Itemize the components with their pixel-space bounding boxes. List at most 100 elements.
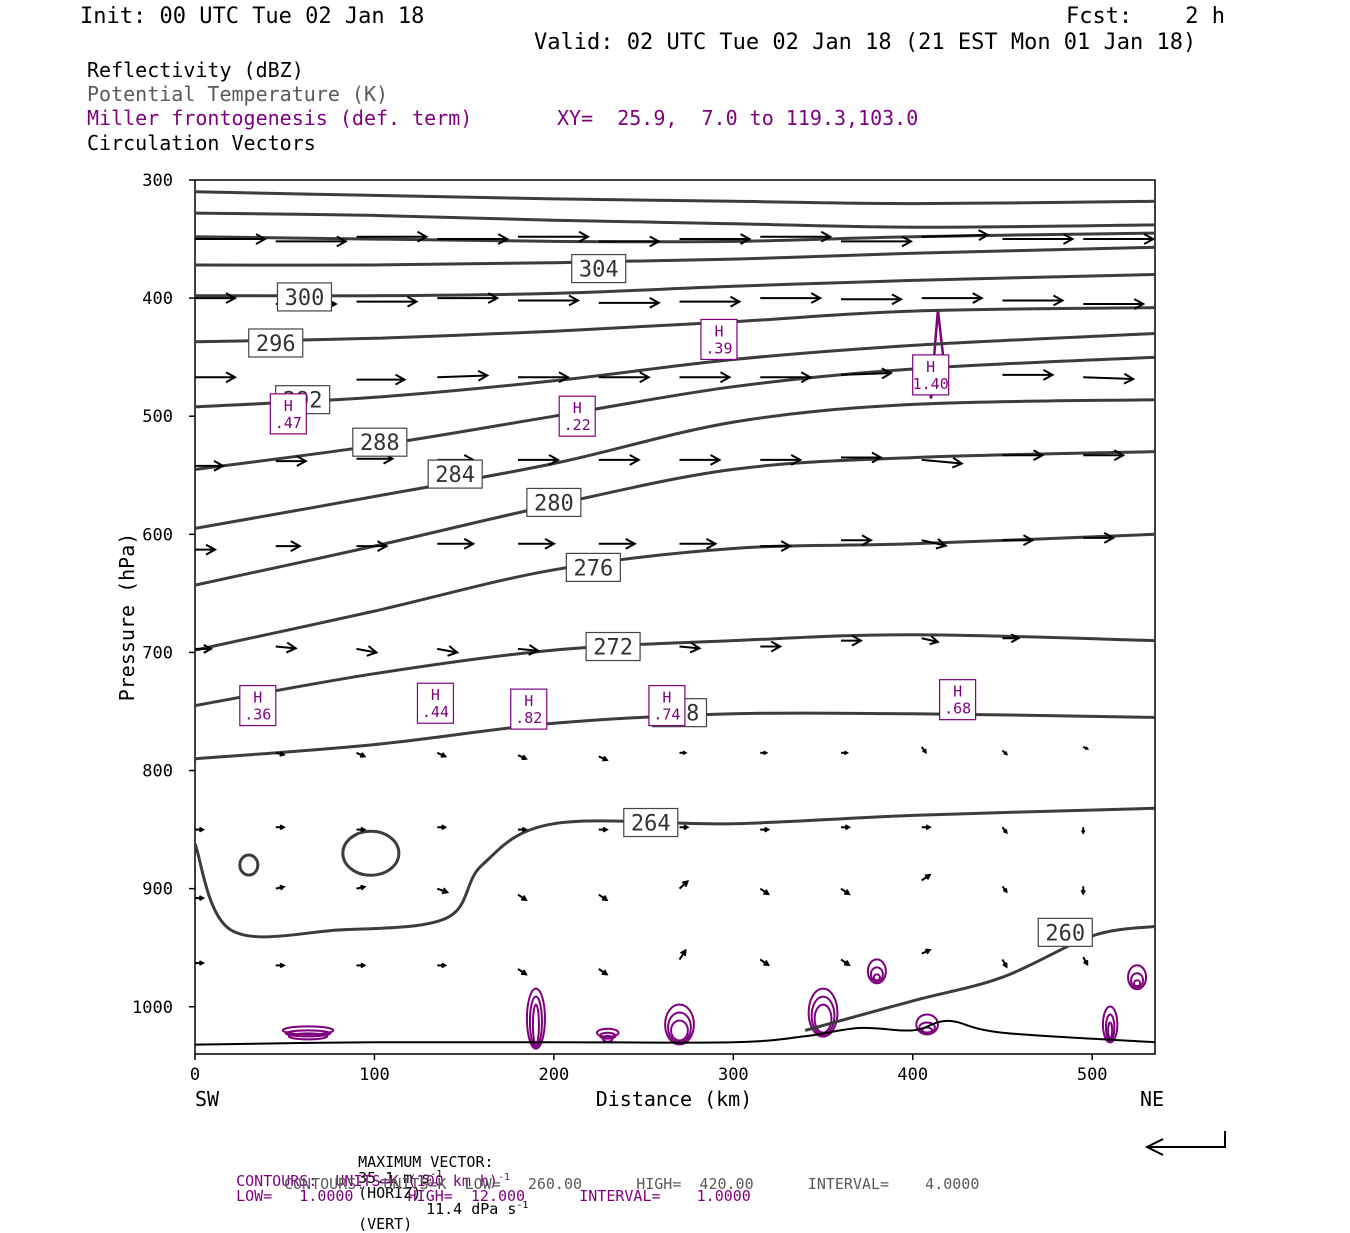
circulation-vector <box>356 751 367 758</box>
circulation-vector <box>356 373 407 386</box>
theta-contour-line <box>195 806 1155 939</box>
theta-contour-label: 284 <box>427 459 483 489</box>
circulation-vector <box>356 826 367 833</box>
circulation-vector <box>1080 886 1086 896</box>
circulation-vector <box>1002 534 1035 547</box>
circulation-vector <box>275 751 286 757</box>
circulation-vector <box>840 958 851 967</box>
circulation-vector <box>517 893 528 902</box>
y-tick-label: 600 <box>142 525 173 545</box>
circulation-vector <box>517 294 581 307</box>
axes: 300 400 500 600 700 800 900 1000 0 100 200 300 400 50… <box>132 171 1108 1085</box>
circulation-vector <box>1001 749 1009 756</box>
y-tick-label: 1000 <box>132 998 173 1018</box>
frontogenesis-contour <box>1107 1021 1114 1040</box>
frontogenesis-contour <box>287 1032 329 1041</box>
ne-endpoint-label: NE <box>1140 1087 1164 1111</box>
theta-contour-line <box>195 398 1155 530</box>
circulation-vector <box>195 895 206 901</box>
theta-contour-line <box>195 306 1155 344</box>
frontogenesis-contour <box>664 1003 695 1046</box>
sw-endpoint-label: SW <box>195 1087 220 1111</box>
circulation-vector <box>1002 369 1055 381</box>
svg-text:H: H <box>431 686 440 704</box>
circulation-vector <box>679 641 702 654</box>
valid-time: Valid: 02 UTC Tue 02 Jan 18 (21 EST Mon … <box>534 30 1197 55</box>
circulation-vector <box>921 229 990 241</box>
circulation-vector <box>840 293 904 306</box>
svg-text:280: 280 <box>534 491 574 516</box>
frontogenesis-max-marker: H.82 <box>510 688 548 730</box>
circulation-vector <box>436 751 448 758</box>
theta-contour-label: 300 <box>276 282 333 312</box>
frontogenesis-max-marker: H.39 <box>700 318 738 361</box>
frontogenesis-contour <box>284 1029 332 1038</box>
theta-contour-label: 272 <box>585 631 641 662</box>
circulation-vector <box>275 641 298 654</box>
circulation-vector <box>760 540 793 552</box>
circulation-vector <box>195 371 238 384</box>
circulation-vector <box>1001 885 1008 894</box>
y-tick-label: 800 <box>142 762 173 782</box>
circulation-vector <box>840 367 894 380</box>
max-vector-horiz: 35.1 m s <box>358 1169 431 1187</box>
frontogenesis-max-marker: H.22 <box>558 395 596 437</box>
x-tick-label: 500 <box>1077 1065 1108 1085</box>
frontogenesis-contour <box>1101 1005 1119 1044</box>
circulation-vector <box>1001 959 1008 969</box>
svg-text:H: H <box>573 399 582 417</box>
theta-contour-line <box>195 273 1155 298</box>
svg-text:.68: .68 <box>944 700 971 718</box>
circulation-vector <box>517 968 528 976</box>
svg-text:276: 276 <box>573 556 613 581</box>
circulation-vector <box>437 962 448 969</box>
circulation-vector <box>195 644 214 654</box>
svg-text:H: H <box>253 689 262 707</box>
circulation-vector <box>921 292 984 304</box>
svg-text:296: 296 <box>256 332 296 357</box>
circulation-vector <box>598 537 637 550</box>
circulation-vector <box>679 371 732 384</box>
circulation-vector <box>921 635 940 646</box>
circulation-vector <box>356 884 367 891</box>
circulation-vector <box>1082 746 1090 750</box>
circulation-vector <box>517 230 591 243</box>
circulation-vector <box>598 297 661 309</box>
y-tick-label: 500 <box>142 407 173 427</box>
theta-contour-label: 288 <box>352 427 408 457</box>
circulation-vector <box>356 295 419 308</box>
circulation-vector <box>760 230 833 243</box>
frontogenesis-max-marker: H.44 <box>416 682 455 724</box>
theta-contour-label: 260 <box>1037 917 1093 947</box>
circulation-vector <box>1083 233 1155 245</box>
vert-tag: (VERT) <box>358 1215 413 1233</box>
svg-text:288: 288 <box>360 431 400 456</box>
circulation-vector <box>679 824 690 831</box>
circulation-vector <box>679 537 718 550</box>
svg-text:264: 264 <box>631 812 671 837</box>
svg-text:.36: .36 <box>244 706 271 724</box>
theta-contour-line <box>195 211 1155 229</box>
circulation-vector <box>1002 633 1021 644</box>
frontogenesis-contour <box>1104 1013 1116 1042</box>
svg-text:H: H <box>524 692 533 710</box>
frontogenesis-contour <box>531 1003 540 1046</box>
circulation-vector <box>517 754 528 761</box>
circulation-vector <box>437 824 448 831</box>
frontogenesis-contours <box>281 309 1148 1050</box>
theta-closed-contour <box>341 829 401 877</box>
theta-contour-line <box>195 245 1155 267</box>
circulation-vectors <box>195 229 1155 976</box>
circulation-vector <box>598 755 609 762</box>
circulation-vector <box>356 645 379 657</box>
circulation-vector <box>195 459 226 472</box>
circulation-vector <box>195 826 206 833</box>
circulation-vector <box>517 371 571 384</box>
circulation-vector <box>275 824 286 831</box>
forecast-hour: Fcst: 2 h <box>1066 4 1225 29</box>
theta-contours <box>195 190 1155 1046</box>
theta-contour-label: 276 <box>565 552 621 582</box>
circulation-vector <box>598 826 609 833</box>
legend-frontogenesis: Miller frontogenesis (def. term) <box>87 106 473 130</box>
